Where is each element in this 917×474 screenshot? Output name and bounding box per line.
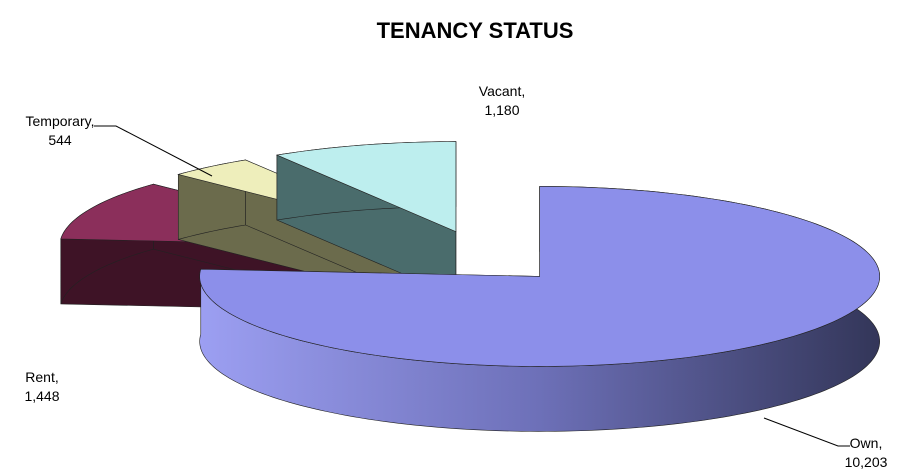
pie-slice	[199, 186, 880, 432]
labels: Own, 10,203 Rent, 1,448 Temporary, 544 Vacant,…	[24, 83, 887, 470]
chart-title: TENANCY STATUS	[377, 18, 574, 43]
leader-line	[763, 417, 850, 447]
pie	[60, 141, 880, 432]
leader-line	[94, 125, 213, 177]
data-label-name: Temporary,	[26, 113, 95, 129]
data-label-value: 1,448	[24, 388, 59, 404]
data-label-name: Rent,	[25, 369, 58, 385]
slice-top	[275, 141, 457, 233]
data-label-name: Vacant,	[479, 83, 525, 99]
data-label-value: 1,180	[484, 102, 519, 118]
pie-slice	[275, 141, 457, 298]
data-label-name: Own,	[850, 435, 883, 451]
data-label-value: 544	[48, 132, 72, 148]
slice-top	[199, 186, 880, 367]
data-label-value: 10,203	[845, 454, 888, 470]
